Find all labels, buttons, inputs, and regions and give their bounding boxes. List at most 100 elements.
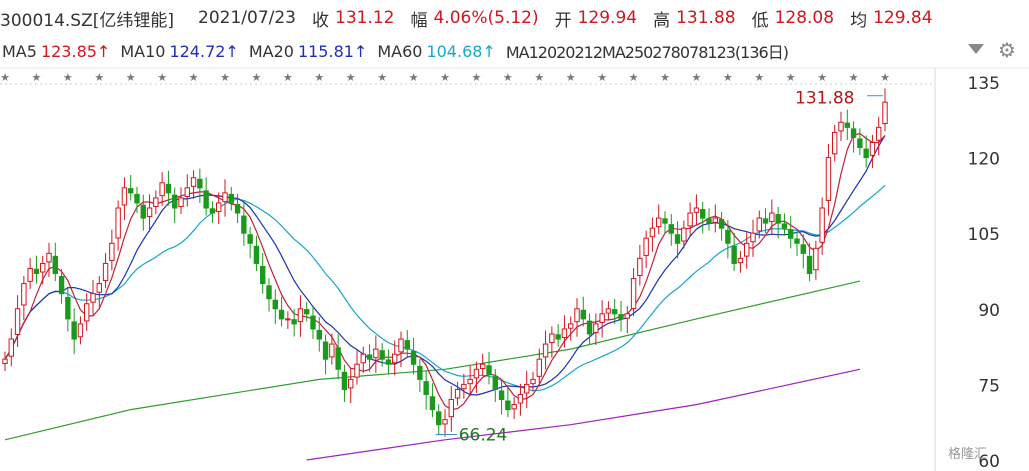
- ma20-label: MA20: [248, 41, 294, 61]
- candle-body: [788, 229, 794, 239]
- candle-body: [473, 368, 480, 379]
- star-marker-icon: ★: [377, 71, 387, 84]
- candle-body: [71, 321, 77, 340]
- candle-body: [329, 343, 335, 358]
- y-tick-label: 60: [978, 452, 1000, 471]
- star-marker-icon: ★: [157, 71, 167, 84]
- star-marker-icon: ★: [31, 71, 41, 84]
- ma-dropdown-icon[interactable]: [968, 44, 984, 54]
- star-marker-icon: ★: [880, 71, 890, 84]
- candle-body: [436, 411, 442, 426]
- candle-body: [580, 309, 586, 320]
- candle-body: [297, 308, 304, 323]
- star-marker-icon: ★: [189, 71, 199, 84]
- candle-body: [857, 138, 863, 149]
- candle-body: [637, 257, 643, 277]
- candle-body: [128, 188, 134, 194]
- candle-body: [115, 207, 121, 239]
- candle-body: [605, 308, 612, 314]
- candle-body: [530, 378, 536, 385]
- candle-body: [731, 245, 737, 264]
- high-annotation: 131.88: [795, 89, 854, 109]
- candle-body: [800, 244, 806, 254]
- star-marker-icon: ★: [94, 71, 104, 84]
- star-marker-icon: ★: [346, 71, 356, 84]
- candle-body: [700, 209, 706, 219]
- close-label: 收: [312, 10, 329, 31]
- candle-body: [781, 223, 788, 229]
- candle-body: [90, 293, 96, 303]
- candle-body: [429, 396, 436, 411]
- candle-body: [461, 383, 467, 390]
- candle-body: [77, 323, 84, 338]
- candle-body: [819, 207, 825, 243]
- candle-body: [65, 296, 71, 320]
- candle-body: [341, 371, 348, 390]
- candle-body: [272, 299, 278, 310]
- ma60-value: 104.68↑: [426, 41, 496, 61]
- star-marker-icon: ★: [566, 71, 576, 84]
- candle-body: [524, 383, 530, 394]
- candle-body: [203, 190, 209, 209]
- candle-body: [762, 218, 769, 224]
- ma5-line: [4, 132, 886, 411]
- candle-body: [146, 207, 153, 218]
- candle-body: [775, 214, 781, 224]
- high-label: 高: [653, 10, 671, 31]
- high-value: 131.88: [676, 8, 736, 28]
- ma120-250-overlap: MA12020212MA250278078123(136日): [505, 43, 789, 62]
- candle-body: [693, 207, 700, 213]
- candle-body: [586, 320, 593, 335]
- candle-body: [322, 341, 329, 360]
- candle-body: [134, 193, 140, 204]
- star-marker-icon: ★: [754, 71, 764, 84]
- candle-body: [574, 308, 580, 323]
- low-label: 低: [751, 10, 769, 31]
- candle-body: [561, 328, 568, 339]
- gear-icon[interactable]: ⚙: [998, 38, 1016, 62]
- star-marker-icon: ★: [503, 71, 513, 84]
- candle-body: [348, 378, 354, 389]
- y-tick-label: 105: [968, 225, 1000, 245]
- open-value: 129.94: [577, 8, 638, 28]
- avg-label: 均: [850, 10, 868, 31]
- change-label: 幅: [410, 10, 428, 31]
- ma120-line: [306, 368, 861, 461]
- candle-body: [385, 359, 392, 365]
- y-tick-label: 75: [978, 376, 1000, 396]
- candle-body: [863, 148, 869, 159]
- ma60-label: MA60: [377, 41, 423, 61]
- candle-body: [750, 232, 756, 243]
- candle-body: [285, 318, 291, 321]
- candle-body: [718, 219, 725, 229]
- ma20-value: 115.81↑: [297, 41, 368, 61]
- candle-body: [656, 217, 662, 228]
- candle-body: [806, 255, 813, 275]
- candle-body: [825, 157, 832, 201]
- candle-body: [373, 348, 379, 359]
- candle-body: [58, 276, 65, 295]
- stock-code[interactable]: 300014.SZ[亿纬锂能]: [0, 10, 175, 31]
- star-marker-icon: ★: [629, 71, 639, 84]
- candle-body: [643, 237, 649, 256]
- candle-body: [410, 350, 417, 365]
- candle-body: [498, 390, 505, 401]
- candle-body: [725, 229, 731, 244]
- candle-body: [102, 262, 109, 282]
- star-marker-icon: ★: [471, 71, 481, 84]
- ma10-line: [4, 135, 886, 396]
- candle-body: [2, 358, 8, 364]
- candle-body: [599, 313, 605, 323]
- candle-body: [253, 245, 260, 264]
- star-marker-icon: ★: [660, 71, 670, 84]
- candle-body: [492, 376, 498, 390]
- candle-body: [190, 177, 197, 187]
- ma20-line: [4, 184, 886, 392]
- candle-body: [360, 353, 366, 364]
- candle-body: [618, 314, 624, 320]
- candle-body: [234, 203, 241, 214]
- avg-value: 129.84: [873, 8, 933, 28]
- star-marker-icon: ★: [817, 71, 827, 84]
- candle-body: [260, 265, 266, 285]
